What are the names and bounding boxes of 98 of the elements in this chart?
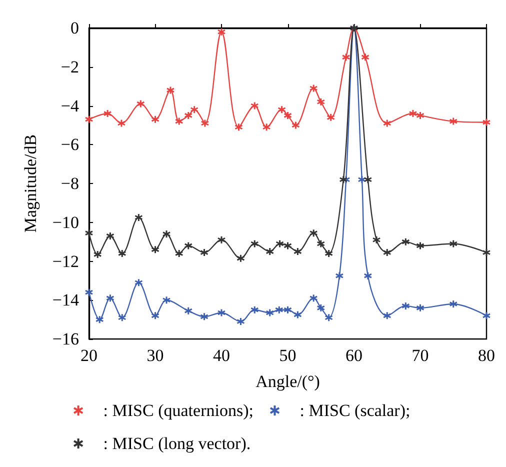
point xyxy=(262,122,271,132)
point xyxy=(449,300,458,308)
x-tick-label: 80 xyxy=(478,346,495,365)
point xyxy=(200,312,209,321)
point xyxy=(118,249,126,258)
point xyxy=(266,308,274,318)
point xyxy=(117,118,126,128)
x-tick-label: 60 xyxy=(346,346,362,365)
point xyxy=(106,232,114,240)
point xyxy=(408,109,418,118)
point xyxy=(274,306,284,314)
point xyxy=(278,105,286,114)
point xyxy=(364,272,372,280)
y-tick-label: 0 xyxy=(70,18,79,38)
point xyxy=(184,306,193,316)
point xyxy=(95,315,104,324)
point xyxy=(162,296,171,304)
x-tick-label: 40 xyxy=(213,346,230,365)
point xyxy=(174,249,184,258)
y-tick-label: −4 xyxy=(60,96,80,116)
y-axis-title: Magnitude/dB xyxy=(21,134,40,233)
point xyxy=(250,102,259,110)
x-tick-label: 30 xyxy=(146,346,164,365)
point xyxy=(236,254,245,263)
point xyxy=(416,241,424,250)
point xyxy=(326,113,336,122)
point xyxy=(291,120,300,130)
y-tick-label: −14 xyxy=(52,290,80,310)
legend-label: : MISC (long vector). xyxy=(103,434,251,453)
point xyxy=(284,241,292,250)
point xyxy=(342,175,350,184)
point xyxy=(118,313,126,322)
point xyxy=(103,109,112,118)
point xyxy=(134,278,143,287)
point xyxy=(416,111,424,120)
legend-label: : MISC (quaternions); xyxy=(103,401,254,420)
x-tick-label: 20 xyxy=(80,346,98,365)
x-tick-label: 50 xyxy=(279,346,296,365)
point xyxy=(190,105,199,114)
point xyxy=(266,247,274,256)
point xyxy=(184,241,193,250)
y-tick-label: −10 xyxy=(52,212,79,232)
point xyxy=(361,52,370,62)
point xyxy=(151,115,160,124)
point xyxy=(324,313,334,322)
point xyxy=(162,230,171,238)
y-tick-label: −2 xyxy=(60,57,79,76)
point xyxy=(335,272,344,280)
point xyxy=(250,240,259,248)
point xyxy=(372,236,381,244)
point xyxy=(151,245,160,254)
point xyxy=(309,294,318,302)
point xyxy=(234,122,243,132)
y-tick-label: −8 xyxy=(60,174,79,193)
point xyxy=(217,236,226,244)
x-axis-title: Angle/(°) xyxy=(256,372,320,391)
point xyxy=(316,240,326,248)
point xyxy=(250,306,259,314)
point xyxy=(382,118,392,128)
point xyxy=(217,28,226,36)
point xyxy=(284,306,292,314)
y-tick-label: −6 xyxy=(60,135,79,154)
point xyxy=(309,84,318,93)
point xyxy=(217,308,226,318)
point xyxy=(284,111,292,120)
point xyxy=(151,311,160,320)
point xyxy=(200,248,209,257)
point xyxy=(316,304,326,312)
point xyxy=(236,317,245,326)
point xyxy=(166,86,175,94)
point xyxy=(276,240,284,248)
point xyxy=(358,175,366,184)
point xyxy=(184,111,193,120)
point xyxy=(136,100,145,108)
point xyxy=(382,248,392,257)
point xyxy=(309,228,318,238)
point xyxy=(416,304,424,312)
point xyxy=(324,249,334,258)
y-tick-label: −12 xyxy=(52,252,79,271)
point xyxy=(93,250,102,259)
x-tick-label: 70 xyxy=(412,346,429,365)
point xyxy=(401,302,410,310)
point xyxy=(339,175,348,184)
point xyxy=(382,311,392,320)
legend-label: : MISC (scalar); xyxy=(300,401,410,420)
point xyxy=(134,213,143,222)
y-tick-label: −16 xyxy=(52,330,79,348)
point xyxy=(401,238,410,246)
point xyxy=(364,175,372,184)
point xyxy=(174,117,184,126)
point xyxy=(293,247,302,256)
point xyxy=(342,52,350,62)
point xyxy=(449,240,458,248)
point xyxy=(316,98,326,106)
point xyxy=(449,117,458,126)
point xyxy=(106,294,114,302)
point xyxy=(293,310,302,319)
point xyxy=(200,118,210,128)
